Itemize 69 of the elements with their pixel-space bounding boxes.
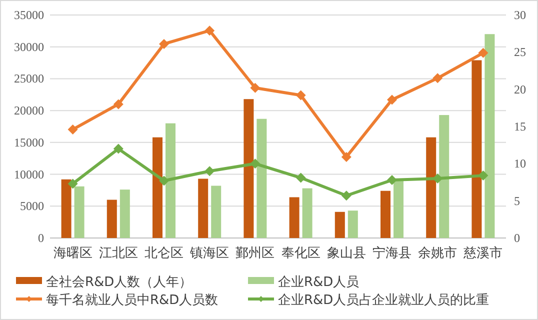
- bar: [61, 179, 72, 238]
- bar: [472, 60, 482, 238]
- point: [113, 99, 124, 110]
- bar: [426, 137, 436, 238]
- bar: [244, 99, 254, 238]
- bar: [211, 186, 222, 238]
- y2-tick-label: 30: [514, 8, 526, 22]
- bar: [334, 212, 345, 238]
- point: [296, 90, 306, 100]
- point: [341, 190, 352, 201]
- y-tick-label: 0: [38, 231, 44, 245]
- point: [296, 172, 306, 183]
- y2-tick-label: 15: [514, 120, 526, 134]
- bar: [152, 137, 162, 238]
- x-tick-label: 北仑区: [144, 246, 184, 261]
- point: [159, 176, 169, 186]
- point: [68, 178, 78, 189]
- point: [478, 48, 488, 58]
- bar: [302, 188, 312, 238]
- x-tick-label: 余姚市: [418, 246, 458, 261]
- bar: [380, 190, 390, 238]
- y-tick-label: 5000: [20, 199, 44, 214]
- y2-tick-label: 0: [514, 231, 520, 245]
- point: [159, 38, 169, 49]
- bar: [348, 210, 358, 238]
- x-tick-label: 鄞州区: [236, 246, 275, 261]
- y-tick-label: 35000: [14, 8, 44, 22]
- x-tick-label: 镇海区: [189, 246, 230, 261]
- y2-tick-label: 10: [514, 156, 526, 171]
- y-tick-label: 10000: [14, 167, 44, 182]
- y-tick-label: 15000: [14, 135, 44, 150]
- bar: [484, 34, 495, 238]
- y2-tick-label: 25: [514, 45, 526, 60]
- legend-label: 企业R&D人员: [278, 275, 360, 290]
- bar: [198, 178, 208, 238]
- point: [341, 152, 352, 162]
- y-tick-label: 25000: [14, 72, 44, 86]
- x-tick-label: 慈溪市: [462, 246, 503, 261]
- x-tick-label: 象山县: [326, 246, 366, 261]
- legend-label: 每千名就业人员中R&D人员数: [46, 293, 218, 308]
- bar: [120, 190, 130, 238]
- y2-tick-label: 5: [514, 194, 520, 208]
- point: [113, 144, 124, 154]
- bar: [289, 197, 300, 238]
- point: [68, 124, 78, 134]
- point: [250, 82, 260, 93]
- x-tick-label: 海曙区: [53, 246, 92, 261]
- point: [432, 174, 443, 184]
- point: [432, 73, 443, 84]
- bar: [394, 180, 404, 238]
- point: [387, 175, 397, 186]
- legend-label: 企业R&D人员占企业就业人员的比重: [278, 293, 490, 308]
- x-tick-label: 宁海县: [372, 245, 412, 261]
- point: [478, 170, 488, 181]
- y-tick-label: 20000: [14, 104, 44, 118]
- bar: [256, 118, 267, 238]
- point: [204, 166, 215, 176]
- point: [250, 158, 260, 169]
- bar: [166, 123, 176, 238]
- point: [204, 26, 215, 36]
- bar: [439, 115, 450, 238]
- bar: [106, 200, 117, 238]
- x-tick-label: 江北区: [98, 246, 138, 261]
- point: [387, 94, 397, 105]
- y-tick-label: 30000: [14, 40, 44, 54]
- legend-label: 全社会R&D人数（人年）: [46, 275, 192, 290]
- y2-tick-label: 20: [514, 82, 526, 96]
- x-tick-label: 奉化区: [281, 246, 320, 261]
- bar: [74, 186, 84, 238]
